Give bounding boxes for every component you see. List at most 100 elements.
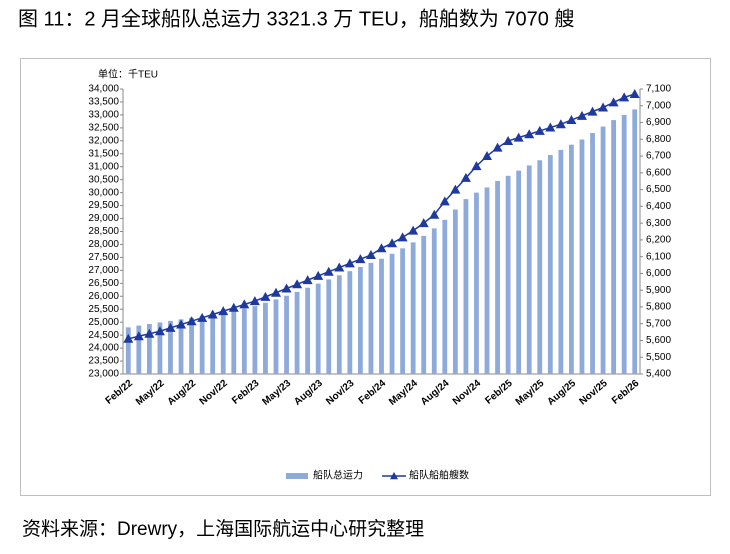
x-tick-label: May/23 (261, 378, 294, 408)
line-marker (344, 258, 355, 268)
x-tick-label: Feb/24 (357, 378, 389, 407)
bar (379, 258, 384, 374)
x-tick-label: Nov/24 (451, 378, 484, 408)
bar (305, 287, 311, 374)
x-tick-label: Nov/22 (198, 378, 231, 408)
line-marker (323, 266, 334, 276)
y-tick-label: 23,500 (88, 356, 119, 367)
line-marker (450, 184, 461, 194)
line-marker (566, 115, 577, 125)
y2-tick-label: 5,500 (646, 352, 671, 363)
line-marker (334, 262, 345, 272)
bar (632, 109, 638, 375)
bar (273, 299, 279, 374)
bar (484, 187, 490, 374)
y-tick-label: 24,500 (88, 330, 119, 341)
y2-tick-label: 6,500 (646, 184, 671, 195)
bar (336, 275, 342, 374)
y2-tick-label: 6,900 (646, 117, 671, 128)
line-marker (165, 322, 176, 332)
bar (558, 149, 564, 374)
line-marker (281, 283, 292, 293)
bar (220, 313, 226, 374)
chart-title: 图 11：2 月全球船队总运力 3321.3 万 TEU，船舶数为 7070 艘 (18, 7, 574, 30)
x-tick-label: May/22 (134, 378, 167, 408)
x-tick-label: Aug/22 (166, 378, 199, 408)
legend-swatch (286, 473, 308, 479)
x-tick-label: May/24 (387, 378, 420, 408)
x-tick-label: Aug/25 (545, 378, 578, 408)
y2-tick-label: 6,700 (646, 151, 671, 162)
bar (474, 192, 479, 374)
bar (157, 322, 163, 374)
x-tick-label: May/25 (514, 378, 547, 408)
chart-frame (20, 58, 711, 496)
bar (463, 199, 469, 374)
y2-tick-label: 6,400 (646, 201, 671, 212)
bar (189, 317, 194, 374)
line-marker (365, 249, 376, 259)
legend-marker (390, 472, 398, 480)
line-marker (313, 270, 324, 280)
line-marker (302, 275, 313, 285)
bar (516, 170, 522, 374)
bar (505, 175, 511, 374)
line-marker (608, 97, 619, 107)
bar (495, 180, 500, 374)
x-tick-label: Feb/25 (483, 378, 515, 407)
line-marker (587, 106, 598, 116)
bar (326, 279, 332, 374)
line-marker (629, 89, 640, 99)
y-tick-label: 32,500 (88, 123, 119, 134)
bar (400, 248, 406, 374)
line-marker (123, 333, 134, 343)
x-tick-label: Feb/26 (610, 378, 642, 407)
bar (146, 323, 152, 374)
line-marker (460, 172, 471, 182)
line-marker (555, 119, 566, 129)
y2-tick-label: 6,800 (646, 134, 671, 145)
bar (579, 139, 585, 374)
line-marker (576, 110, 587, 120)
bar (537, 160, 543, 374)
y-tick-label: 25,000 (88, 317, 119, 328)
y-tick-label: 30,000 (88, 187, 119, 198)
y2-tick-label: 6,600 (646, 167, 671, 178)
y2-tick-label: 7,000 (646, 100, 671, 111)
unit-label: 单位：千TEU (98, 68, 158, 81)
x-tick-label: Aug/24 (419, 378, 452, 408)
y-tick-label: 29,500 (88, 200, 119, 211)
y-tick-label: 31,500 (88, 148, 119, 159)
bar (210, 314, 216, 374)
bar (199, 316, 205, 374)
bar (590, 133, 595, 374)
line-marker (492, 142, 503, 152)
line-marker (292, 279, 303, 289)
bar (263, 302, 268, 374)
y-tick-label: 32,000 (88, 135, 119, 146)
bar (421, 235, 427, 374)
y-tick-label: 30,500 (88, 174, 119, 185)
bar (125, 327, 131, 374)
bar (294, 291, 300, 374)
line-marker (524, 129, 535, 139)
line-marker (429, 209, 440, 219)
y-tick-label: 27,000 (88, 265, 119, 276)
y-tick-label: 34,000 (88, 84, 119, 95)
bar (252, 306, 258, 374)
x-tick-label: Nov/23 (324, 378, 357, 408)
y-tick-label: 33,000 (88, 110, 119, 121)
x-tick-label: Feb/22 (104, 378, 136, 407)
line-marker (207, 309, 218, 319)
bar (136, 325, 142, 374)
y2-tick-label: 5,900 (646, 285, 671, 296)
line-marker (418, 218, 429, 228)
line-marker (387, 238, 398, 248)
y-tick-label: 26,500 (88, 278, 119, 289)
line-marker (355, 254, 366, 264)
source: 资料来源：Drewry，上海国际航运中心研究整理 (22, 518, 424, 540)
bar (431, 228, 437, 374)
line-marker (249, 296, 260, 306)
line-marker (176, 319, 187, 329)
